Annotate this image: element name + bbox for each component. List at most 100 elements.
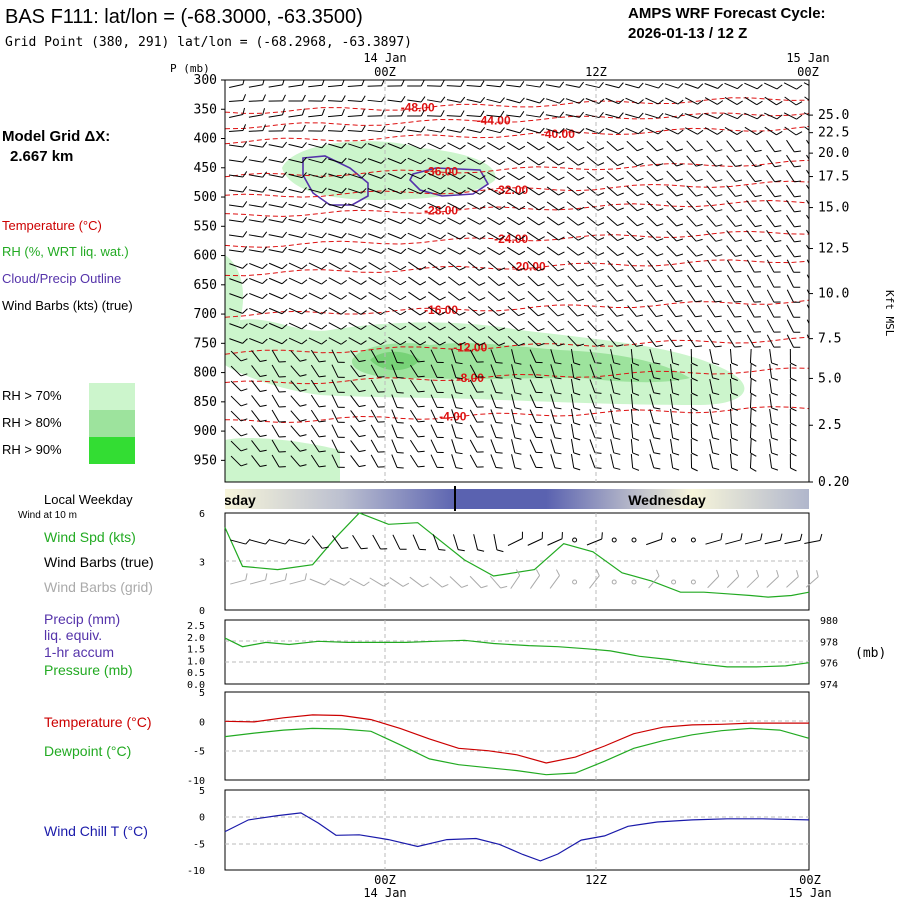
- weekday-bar: Tuesday Wednesday: [225, 486, 809, 511]
- wind-y-tick-1: 3: [199, 558, 205, 569]
- upper-wind-barb-446: [746, 289, 761, 303]
- upper-wind-barb-605: [331, 379, 345, 393]
- upper-wind-barb-753: [290, 455, 307, 467]
- upper-wind-barb-606: [350, 380, 366, 393]
- h-tick-label-9: 2.5: [818, 418, 841, 433]
- upper-wind-barb-215: [328, 187, 347, 194]
- surface-barb-true-10: [432, 534, 446, 551]
- upper-wind-barb-767: [570, 454, 581, 471]
- upper-wind-barb-704: [511, 424, 522, 440]
- p-tick-label-10: 800: [194, 366, 217, 381]
- upper-wind-barb-141: [646, 140, 664, 152]
- upper-wind-barb-109: [605, 127, 625, 135]
- upper-wind-barb-31: [248, 94, 266, 102]
- upper-wind-barb-233: [686, 185, 703, 197]
- surface-barb-true-28: [784, 533, 803, 545]
- upper-wind-barb-220: [427, 187, 446, 195]
- temp-contour-label-3: -36.00: [424, 164, 458, 178]
- upper-wind-barb-591: [649, 364, 661, 380]
- upper-wind-barb-149: [806, 139, 809, 153]
- upper-wind-barb-405: [527, 275, 545, 287]
- upper-wind-barb-631: [251, 395, 267, 408]
- upper-wind-barb-11: [446, 80, 465, 87]
- upper-wind-barb-659: [808, 393, 809, 409]
- upper-wind-barb-698: [391, 424, 404, 439]
- temp-contour-label-9: -12.00: [453, 340, 487, 354]
- upper-wind-barb-204: [706, 170, 723, 182]
- upper-wind-barb-460: [428, 306, 446, 316]
- upper-wind-barb-676: [550, 409, 562, 425]
- upper-wind-barb-372: [467, 261, 486, 271]
- upper-wind-barb-116: [744, 126, 763, 136]
- upper-wind-barb-197: [566, 171, 585, 181]
- upper-wind-barb-495: [527, 320, 545, 332]
- upper-wind-barb-472: [667, 305, 683, 318]
- upper-wind-barb-553: [490, 349, 503, 364]
- upper-wind-barb-13: [486, 80, 505, 88]
- upper-wind-barb-612: [469, 379, 484, 393]
- upper-wind-barb-570: [230, 365, 248, 377]
- upper-wind-barb-539: [806, 334, 809, 348]
- upper-wind-barb-0: [229, 80, 246, 88]
- surface-barb-grid-27: [766, 569, 779, 588]
- pressure-label: Pressure (mb): [44, 662, 133, 678]
- h-tick-label-2: 20.0: [818, 146, 849, 161]
- upper-wind-barb-73: [486, 110, 505, 118]
- upper-wind-barb-608: [391, 379, 404, 394]
- upper-wind-barb-333: [288, 247, 307, 254]
- upper-wind-barb-108: [585, 128, 605, 134]
- upper-wind-barb-319: [606, 231, 624, 242]
- upper-wind-barb-217: [367, 188, 387, 194]
- upper-wind-barb-551: [451, 349, 463, 365]
- upper-wind-barb-168: [586, 156, 605, 166]
- upper-wind-barb-347: [566, 246, 585, 256]
- upper-wind-barb-621: [649, 379, 661, 395]
- upper-wind-barb-175: [726, 155, 743, 167]
- upper-wind-barb-102: [466, 127, 486, 134]
- upper-wind-barb-501: [647, 320, 663, 333]
- upper-wind-barb-98: [387, 125, 406, 133]
- upper-wind-barb-696: [350, 425, 366, 438]
- upper-wind-barb-298: [786, 214, 802, 228]
- upper-wind-barb-209: [806, 169, 809, 183]
- upper-wind-barb-725: [331, 439, 345, 453]
- upper-wind-barb-524: [507, 335, 525, 347]
- surface-barb-grid-7: [369, 577, 390, 587]
- upper-wind-barb-687: [769, 408, 779, 426]
- forecast-cycle-value: 2026-01-13 / 12 Z: [628, 25, 747, 42]
- surface-barb-grid-18: [589, 569, 600, 589]
- upper-wind-barb-186: [347, 173, 367, 179]
- upper-wind-barb-314: [507, 231, 526, 241]
- upper-wind-barb-134: [507, 141, 526, 151]
- p-tick-label-4: 500: [194, 190, 217, 205]
- upper-wind-barb-83: [684, 113, 704, 119]
- calm-true-22: [671, 537, 677, 543]
- p-tick-label-9: 750: [194, 336, 217, 351]
- upper-wind-barb-770: [630, 453, 640, 471]
- upper-wind-barb-532: [667, 335, 683, 348]
- temp-contour-label-5: -28.00: [424, 203, 458, 217]
- surface-barb-grid-12: [469, 575, 488, 589]
- upper-wind-barb-203: [686, 170, 703, 182]
- upper-wind-barb-25: [724, 82, 743, 90]
- upper-wind-barb-145: [726, 140, 743, 152]
- upper-wind-barb-541: [251, 350, 267, 363]
- upper-wind-barb-320: [626, 230, 644, 242]
- upper-wind-barb-176: [746, 155, 762, 168]
- pressure-y-tick-1: 978: [820, 637, 838, 648]
- upper-wind-barb-225: [526, 186, 545, 196]
- upper-wind-barb-262: [666, 200, 684, 212]
- upper-wind-barb-14: [506, 81, 525, 88]
- upper-wind-barb-563: [690, 348, 698, 367]
- p-tick-label-11: 850: [194, 395, 217, 410]
- upper-wind-barb-447: [766, 289, 781, 303]
- rh-legend-70: RH > 70%: [2, 388, 62, 403]
- upper-wind-barb-476: [746, 304, 761, 318]
- upper-wind-barb-295: [726, 215, 743, 227]
- upper-wind-barb-692: [271, 424, 286, 438]
- upper-wind-barb-230: [626, 185, 644, 197]
- surface-barb-true-8: [392, 534, 407, 550]
- upper-wind-barb-735: [529, 439, 543, 454]
- forecast-cycle-label: AMPS WRF Forecast Cycle:: [628, 5, 826, 22]
- upper-wind-barb-20: [625, 82, 644, 89]
